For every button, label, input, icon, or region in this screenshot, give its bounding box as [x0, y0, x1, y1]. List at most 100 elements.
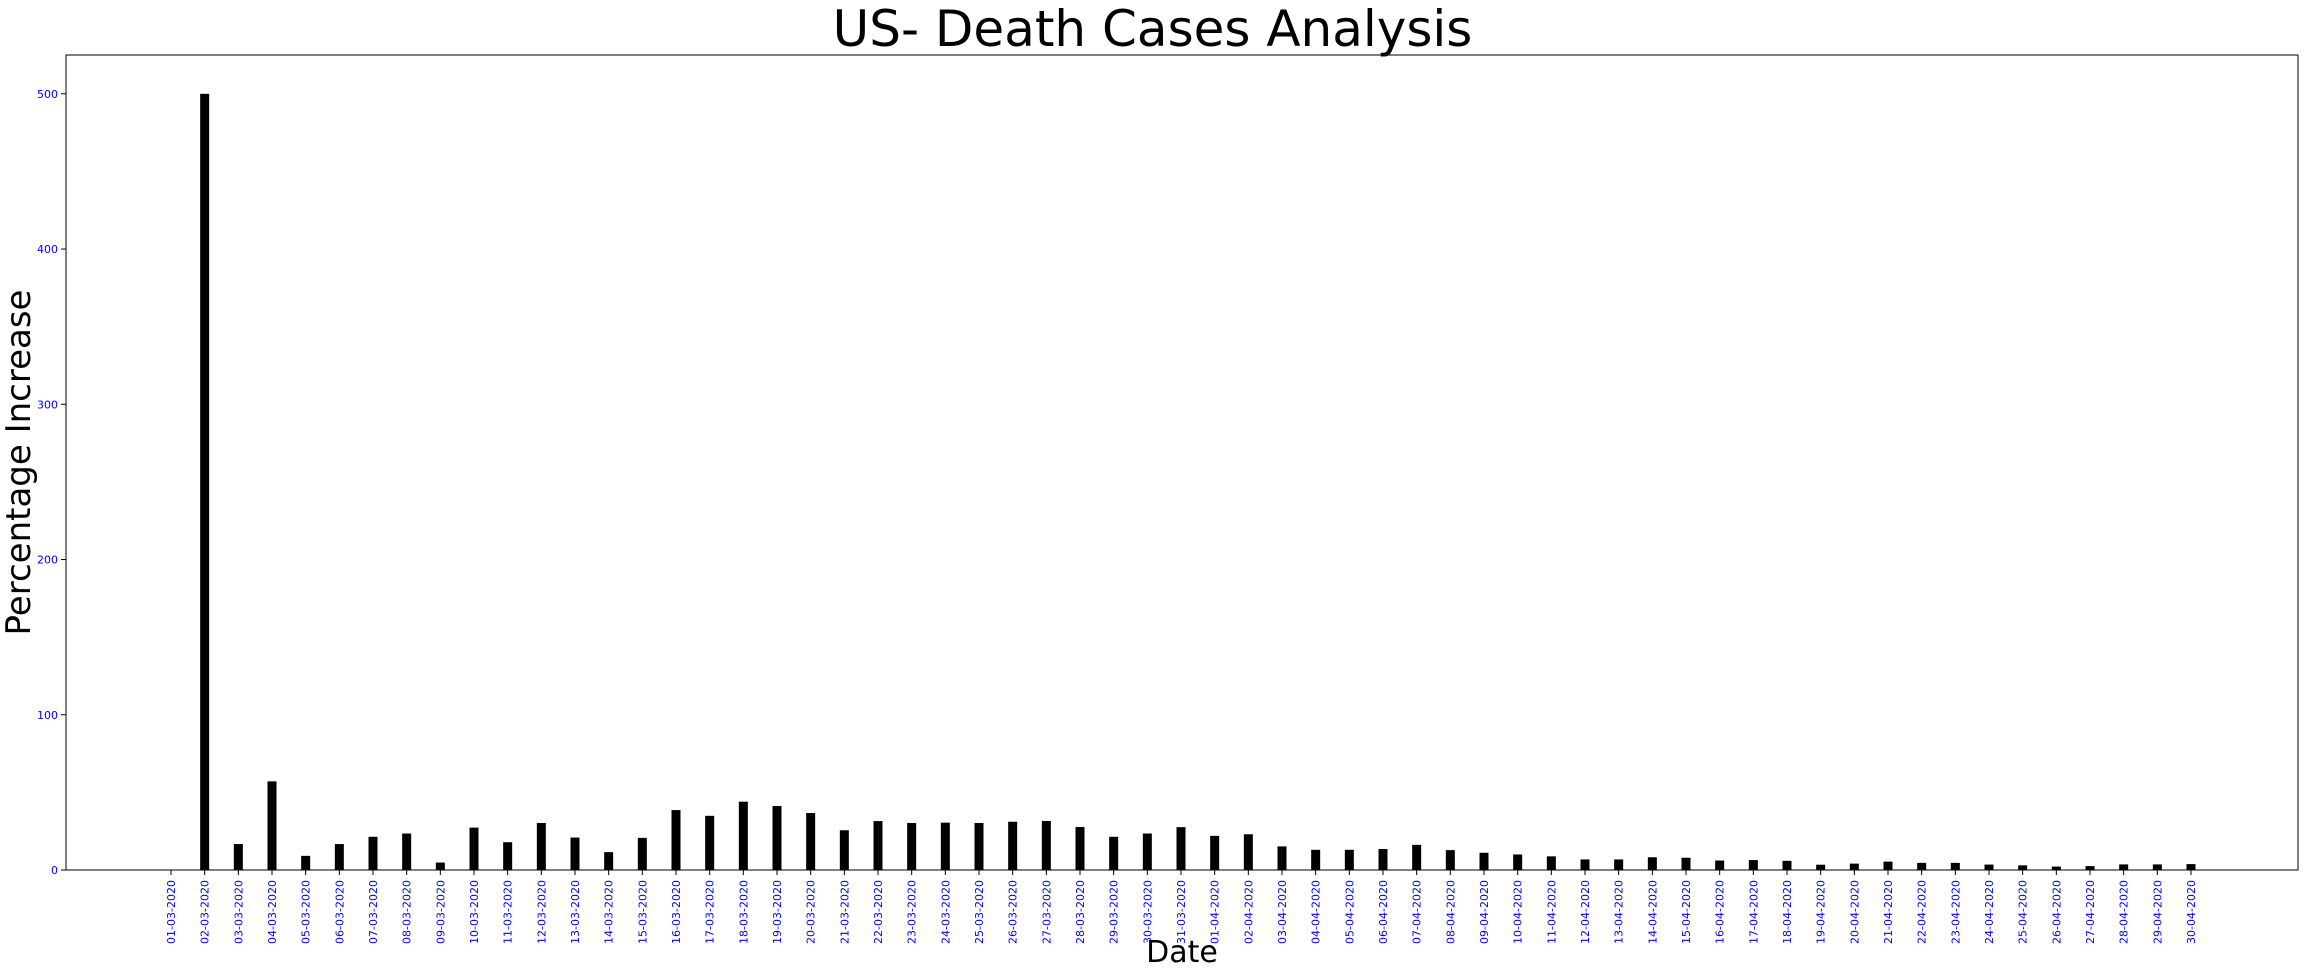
- bar: [2119, 864, 2129, 870]
- x-tick-label: 11-04-2020: [1545, 880, 1558, 944]
- x-tick-label: 06-04-2020: [1377, 880, 1390, 944]
- x-tick-label: 22-04-2020: [1916, 880, 1929, 944]
- bars-group: [200, 93, 2196, 871]
- bar: [1176, 827, 1186, 870]
- x-tick-label: 23-03-2020: [906, 880, 919, 944]
- x-tick-label: 09-03-2020: [434, 880, 447, 944]
- x-tick-label: 27-03-2020: [1040, 880, 1053, 944]
- bar: [1378, 849, 1388, 870]
- x-tick-label: 24-03-2020: [939, 880, 952, 944]
- bar: [1210, 835, 1220, 870]
- bar: [671, 810, 681, 870]
- y-axis-ticks: 0 100 200 300 400 500: [37, 88, 66, 877]
- x-tick-label: 21-03-2020: [838, 880, 851, 944]
- bar: [1614, 859, 1624, 870]
- x-tick-label: 06-03-2020: [333, 880, 346, 944]
- bar: [1984, 864, 1994, 870]
- x-tick-label: 04-03-2020: [266, 880, 279, 944]
- plot-frame: [65, 54, 2299, 871]
- x-tick-label: 09-04-2020: [1478, 880, 1491, 944]
- x-tick-label: 07-03-2020: [367, 880, 380, 944]
- bar: [1311, 849, 1321, 870]
- bar: [839, 830, 849, 870]
- bar: [1580, 859, 1590, 870]
- x-tick-label: 30-04-2020: [2185, 880, 2198, 944]
- x-tick-label: 16-03-2020: [670, 880, 683, 944]
- x-tick-label: 25-03-2020: [973, 880, 986, 944]
- bar: [738, 801, 748, 870]
- x-axis-ticks: 01-03-2020 02-03-2020 03-03-2020 04-03-2020…: [165, 870, 2198, 944]
- bar: [637, 837, 647, 870]
- x-tick-label: 24-04-2020: [1983, 880, 1996, 944]
- x-tick-label: 11-03-2020: [502, 880, 515, 944]
- bar: [536, 822, 546, 870]
- x-tick-label: 13-04-2020: [1613, 880, 1626, 944]
- bar: [940, 822, 950, 870]
- x-tick-label: 21-04-2020: [1882, 880, 1895, 944]
- bar: [1782, 860, 1792, 870]
- bar: [200, 93, 210, 871]
- bar: [570, 837, 580, 870]
- bar: [1445, 850, 1455, 870]
- x-tick-label: 10-03-2020: [468, 880, 481, 944]
- bar: [1546, 856, 1556, 870]
- bar: [368, 836, 378, 870]
- bar: [1041, 820, 1051, 870]
- bar: [705, 815, 715, 870]
- bar: [435, 862, 445, 870]
- x-tick-label: 28-04-2020: [2118, 880, 2131, 944]
- x-tick-label: 14-03-2020: [603, 880, 616, 944]
- bar: [1008, 821, 1018, 870]
- x-tick-label: 16-04-2020: [1714, 880, 1727, 944]
- bar: [1479, 852, 1489, 870]
- x-tick-label: 01-03-2020: [165, 880, 178, 944]
- bar: [334, 844, 344, 870]
- x-tick-label: 01-04-2020: [1209, 880, 1222, 944]
- x-tick-label: 02-03-2020: [199, 880, 212, 944]
- bar: [469, 827, 479, 870]
- x-tick-label: 29-04-2020: [2151, 880, 2164, 944]
- y-tick-label: 0: [51, 864, 58, 877]
- bar: [1883, 861, 1893, 870]
- bar: [402, 833, 412, 870]
- bar: [1715, 860, 1725, 870]
- x-tick-label: 17-04-2020: [1747, 880, 1760, 944]
- x-tick-label: 26-03-2020: [1007, 880, 1020, 944]
- x-tick-label: 20-04-2020: [1848, 880, 1861, 944]
- x-tick-label: 19-04-2020: [1815, 880, 1828, 944]
- x-tick-label: 22-03-2020: [872, 880, 885, 944]
- x-tick-label: 05-03-2020: [300, 880, 313, 944]
- y-tick-label: 500: [37, 88, 58, 101]
- bar: [233, 844, 243, 870]
- chart-title: US- Death Cases Analysis: [832, 0, 1473, 58]
- bar: [1075, 826, 1085, 870]
- x-tick-label: 15-03-2020: [636, 880, 649, 944]
- bar: [1344, 849, 1354, 870]
- x-tick-label: 13-03-2020: [569, 880, 582, 944]
- y-tick-label: 400: [37, 243, 58, 256]
- bar: [1277, 846, 1287, 870]
- x-tick-label: 12-03-2020: [535, 880, 548, 944]
- x-tick-label: 08-04-2020: [1444, 880, 1457, 944]
- x-tick-label: 18-03-2020: [737, 880, 750, 944]
- bar: [1513, 854, 1523, 870]
- bar: [301, 855, 311, 870]
- x-tick-label: 05-04-2020: [1343, 880, 1356, 944]
- bar: [907, 822, 917, 870]
- bar: [772, 806, 782, 870]
- bar: [873, 821, 883, 870]
- x-tick-label: 31-03-2020: [1175, 880, 1188, 944]
- x-tick-label: 14-04-2020: [1646, 880, 1659, 944]
- x-tick-label: 20-03-2020: [805, 880, 818, 944]
- bar: [604, 852, 614, 870]
- bar: [1647, 857, 1657, 870]
- bar: [1109, 836, 1119, 870]
- x-axis-label: Date: [1146, 935, 1218, 970]
- x-tick-label: 03-04-2020: [1276, 880, 1289, 944]
- bar: [2186, 864, 2196, 870]
- bar: [1816, 864, 1826, 870]
- bar: [267, 781, 277, 870]
- bar: [1748, 860, 1758, 870]
- x-tick-label: 10-04-2020: [1512, 880, 1525, 944]
